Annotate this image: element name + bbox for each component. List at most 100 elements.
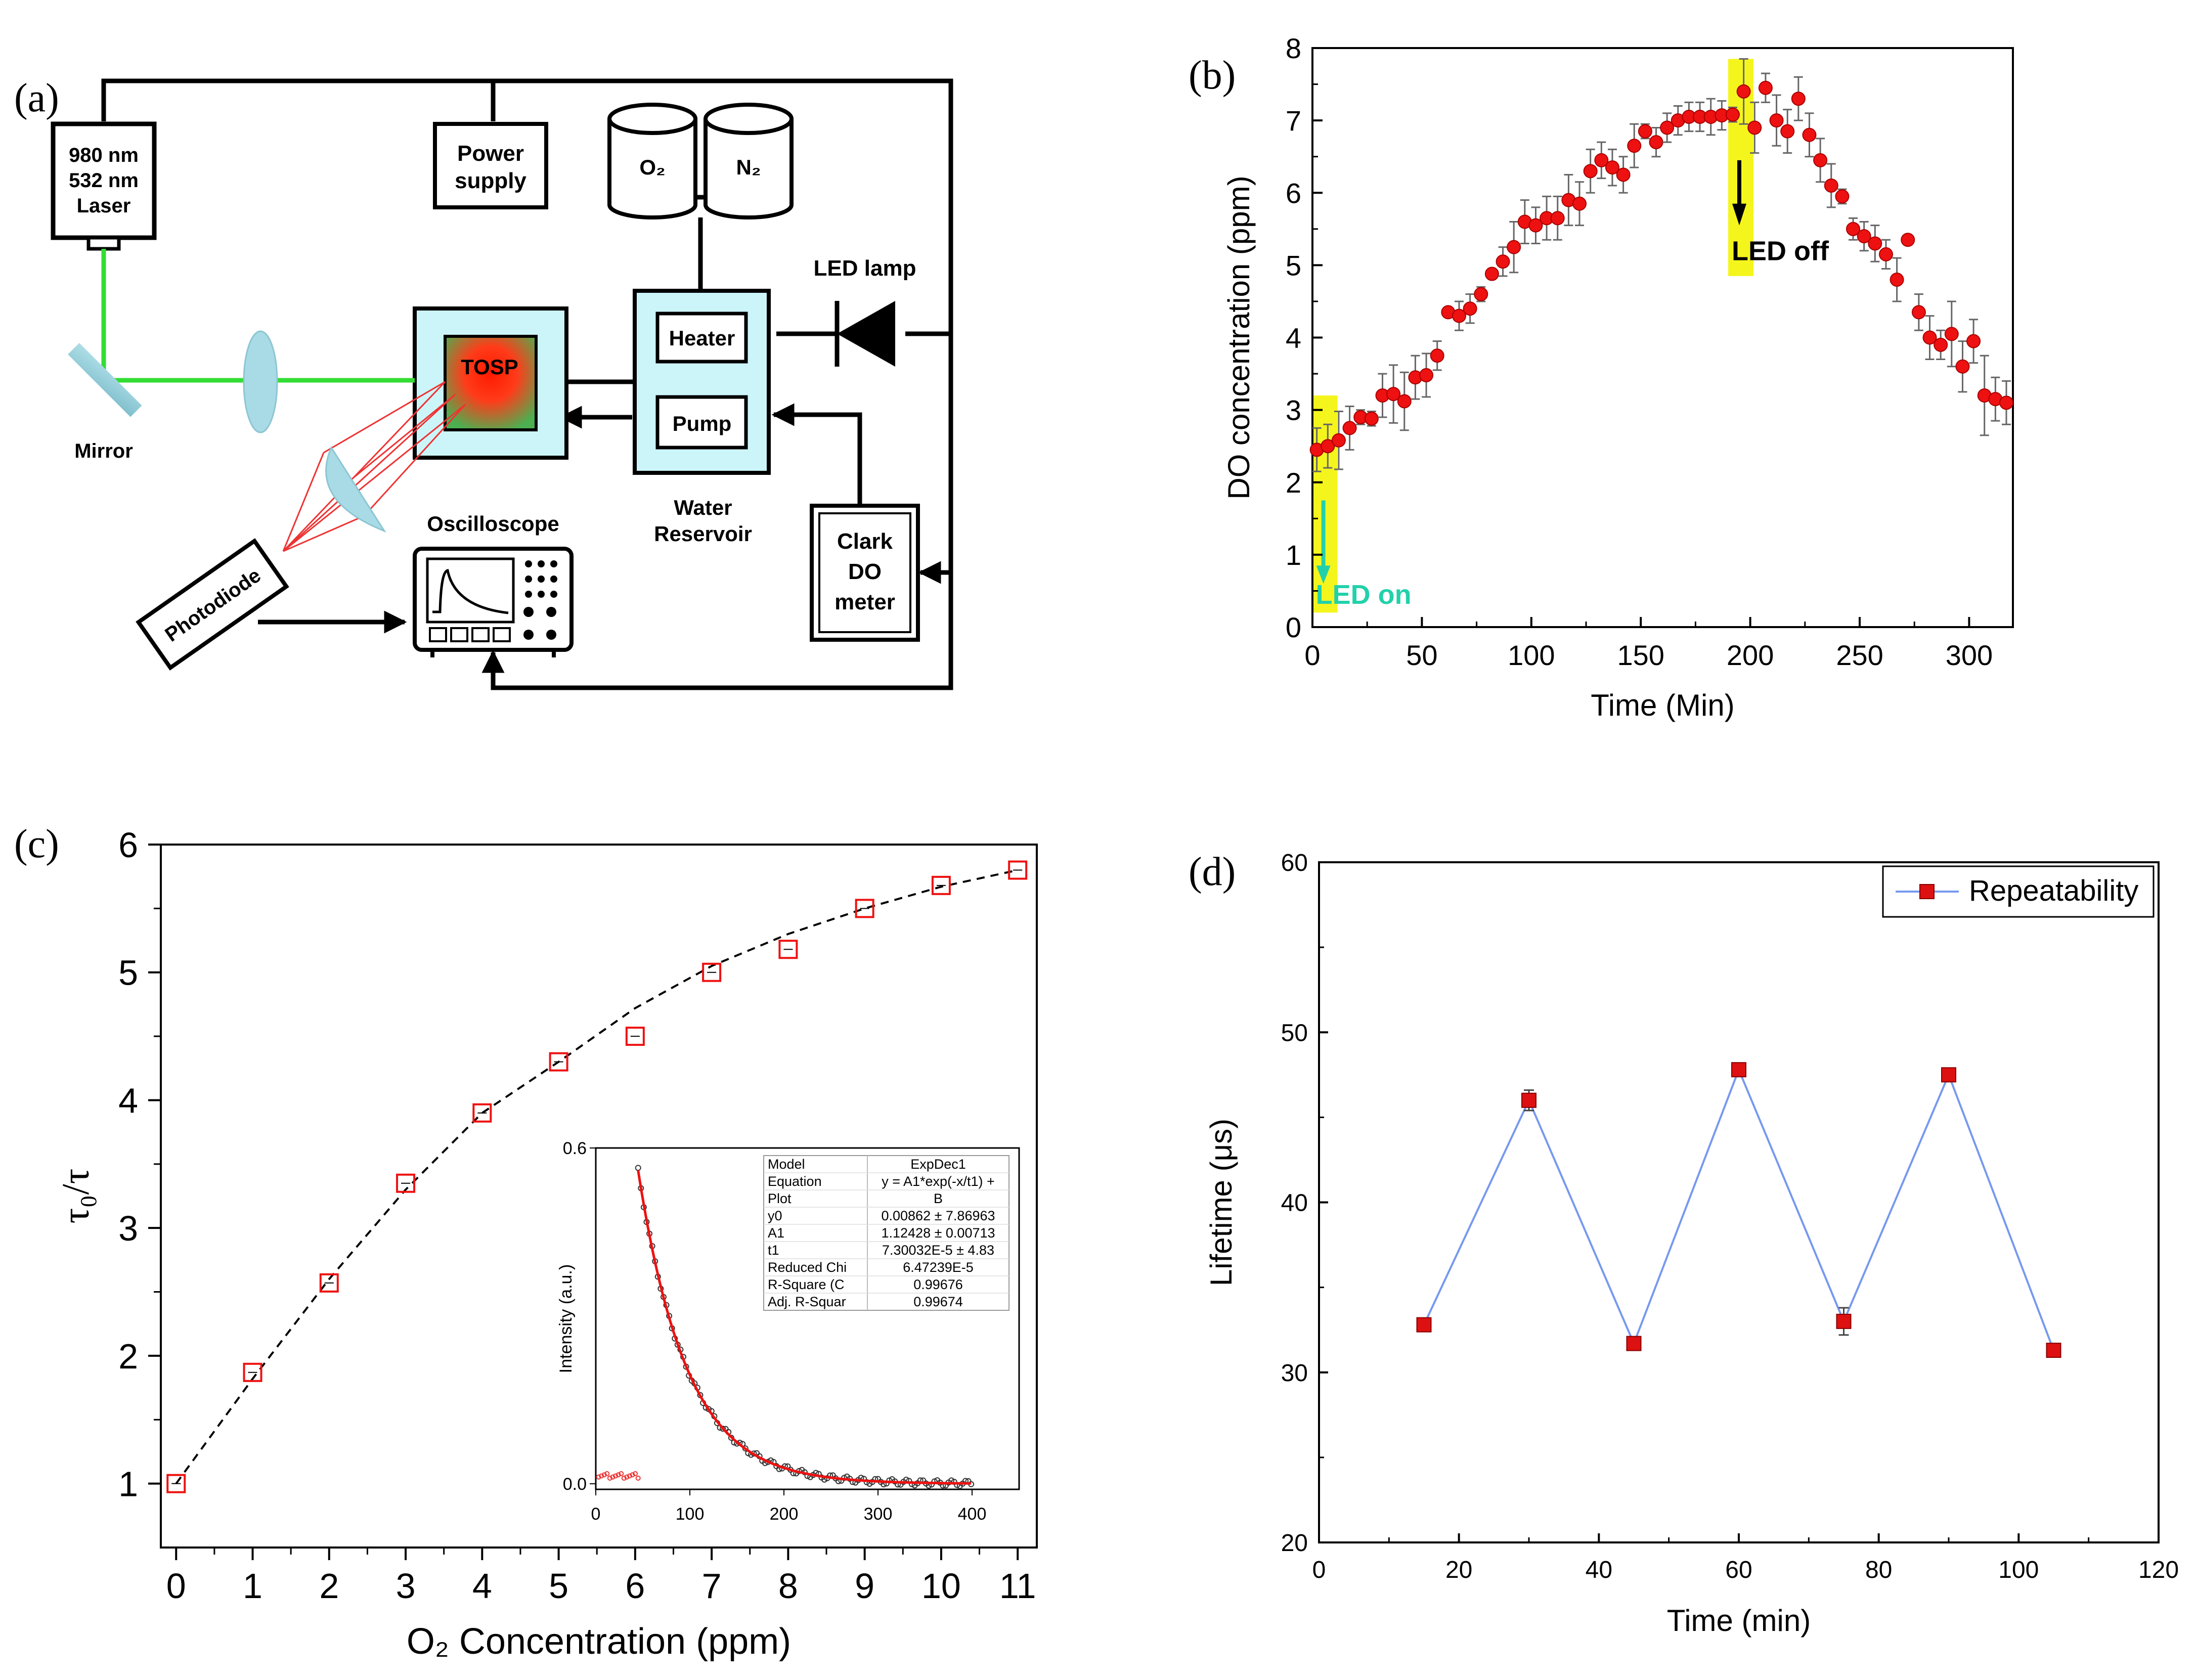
inset-table-key: Adj. R-Squar: [768, 1294, 846, 1309]
y-tick-label: 3: [1286, 394, 1301, 426]
data-point: [472, 1103, 492, 1123]
pump-box: [655, 395, 748, 450]
mirror-icon: [68, 343, 142, 417]
data-point: [1890, 273, 1904, 287]
y-tick-label: 30: [1281, 1360, 1308, 1387]
data-point: [1736, 84, 1751, 99]
legend-label: Repeatability: [1969, 874, 2138, 907]
data-point: [931, 875, 951, 895]
data-point: [625, 1027, 645, 1046]
y-tick-label: 5: [118, 953, 138, 993]
data-point: [1878, 247, 1893, 261]
data-point: [243, 1362, 262, 1382]
y-tick-label: 20: [1281, 1530, 1308, 1557]
y-tick-label: 7: [1286, 105, 1301, 137]
heater-box: [655, 312, 748, 364]
x-tick-label: 1: [243, 1566, 262, 1606]
data-point: [1857, 229, 1871, 244]
data-point: [1605, 160, 1619, 175]
fit-curve: [175, 869, 1018, 1484]
series-line: [1423, 1067, 2055, 1351]
x-tick-label: 200: [1727, 639, 1774, 671]
data-point: [1627, 139, 1642, 153]
led-off-annotation: LED off: [1732, 236, 1829, 266]
water-reservoir-line-2: Reservoir: [654, 522, 752, 546]
data-point: [1999, 395, 2014, 410]
data-point: [1321, 439, 1335, 454]
gas-cylinders: [607, 103, 794, 219]
inset-table-key: y0: [768, 1208, 782, 1223]
data-point: [1911, 305, 1926, 320]
inset-table-value: 0.00862 ± 7.86963: [881, 1208, 995, 1223]
data-point: [1484, 267, 1499, 281]
x-tick-label: 0: [166, 1566, 186, 1606]
inset-table-value: y = A1*exp(-x/t1) +: [882, 1174, 995, 1189]
inset-baseline-point: [616, 1472, 621, 1478]
data-point: [778, 940, 798, 959]
clark-line-2: DO: [848, 559, 882, 584]
data-point: [1731, 1062, 1746, 1078]
x-tick-label: 3: [396, 1566, 416, 1606]
inset-x-tick-label: 100: [676, 1505, 705, 1524]
data-point: [1416, 1317, 1432, 1333]
inset-baseline-point: [607, 1475, 612, 1481]
inset-baseline-point: [596, 1474, 601, 1480]
inset-y-tick-label: 0.6: [563, 1139, 587, 1158]
y-tick-label: 60: [1281, 850, 1308, 876]
x-tick-label: 300: [1946, 639, 1993, 671]
inset-x-tick-label: 200: [770, 1505, 799, 1524]
inset-baseline-point: [627, 1473, 632, 1479]
y-tick-label: 1: [118, 1465, 138, 1504]
panel-a-label: (a): [14, 76, 59, 120]
data-point: [1802, 127, 1817, 142]
laser-box: 980 nm 532 nm Laser: [51, 121, 157, 251]
chart-c-frame: [160, 844, 1038, 1549]
x-tick-label: 50: [1406, 639, 1437, 671]
data-point: [1934, 337, 1948, 352]
data-point: [1386, 387, 1401, 402]
n2-label: N₂: [736, 155, 761, 179]
data-point: [1430, 348, 1444, 363]
collection-lens-icon: [325, 446, 386, 533]
led-off-arrow-head: [1732, 203, 1746, 226]
chart-b: LED on LED off 0 50 100 150 200 250 300 0 1 2 3 4 5 6 7 8…: [1222, 32, 2014, 722]
x-tick-label: 120: [2138, 1557, 2179, 1583]
y-tick-label: 1: [1286, 539, 1301, 571]
inset-table-key: Plot: [768, 1191, 792, 1206]
inset-x-tick-label: 400: [958, 1505, 987, 1524]
y-axis-label: τ₀/τ: [55, 1169, 97, 1224]
inset-baseline-point: [610, 1474, 616, 1480]
x-tick-label: 2: [319, 1566, 339, 1606]
emission-rays: [282, 381, 466, 552]
inset-table-value: 1.12428 ± 0.00713: [881, 1225, 995, 1241]
data-point: [1813, 153, 1828, 167]
inset-baseline-point: [613, 1473, 619, 1479]
x-axis-label: Time (Min): [1591, 688, 1734, 722]
led-on-annotation: LED on: [1316, 580, 1412, 610]
inset-table-key: A1: [768, 1225, 784, 1241]
oscilloscope-icon: [413, 547, 574, 657]
oscilloscope-label: Oscilloscope: [427, 512, 559, 536]
water-reservoir-line-1: Water: [674, 496, 732, 519]
data-point: [1835, 189, 1850, 204]
data-point: [1638, 124, 1652, 139]
data-point: [1364, 411, 1379, 426]
inset-baseline-point: [619, 1471, 624, 1477]
data-point: [1496, 254, 1510, 269]
y-tick-label: 5: [1286, 249, 1301, 281]
data-point: [1747, 120, 1762, 135]
data-point: [2046, 1343, 2061, 1358]
power-supply-line-2: supply: [455, 168, 526, 193]
x-tick-label: 20: [1445, 1557, 1472, 1583]
data-point: [1726, 107, 1740, 122]
inset-baseline-point: [630, 1472, 635, 1478]
inset-table-frame: [763, 1155, 1009, 1311]
inset-y-tick-label: 0.0: [563, 1475, 587, 1494]
inset-fit-curve: [637, 1170, 972, 1485]
mirror-label: Mirror: [74, 440, 133, 462]
y-axis-label: Lifetime (μs): [1204, 1119, 1238, 1286]
x-tick-label: 100: [1998, 1557, 2039, 1583]
